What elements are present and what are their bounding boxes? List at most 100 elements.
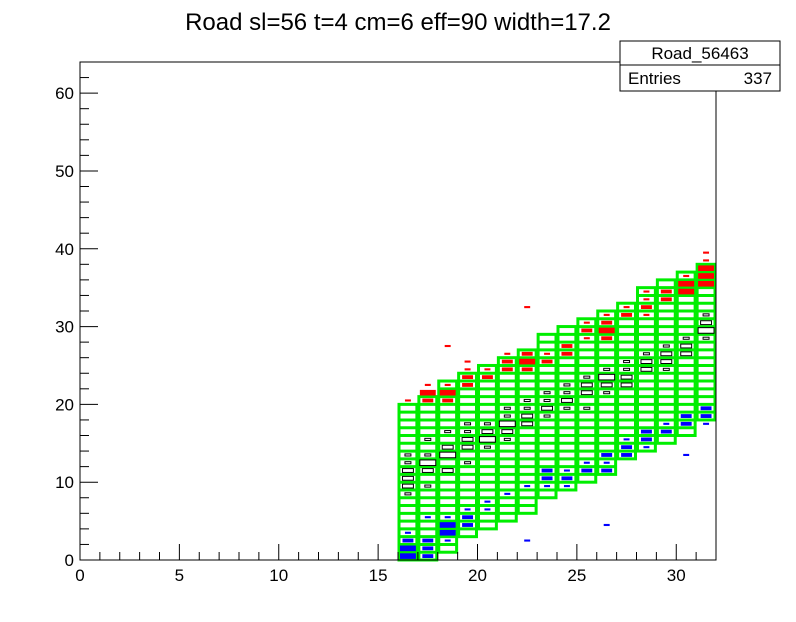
y-tick-label: 30 [55, 318, 74, 337]
histogram-cell [640, 437, 652, 442]
y-tick-label: 40 [55, 240, 74, 259]
histogram-cell [444, 344, 451, 348]
histogram-cell [464, 422, 472, 426]
histogram-cell [543, 391, 551, 395]
histogram-cell [703, 422, 710, 425]
histogram-cell [541, 468, 553, 473]
histogram-cell [640, 366, 653, 372]
histogram-cell [623, 367, 631, 371]
histogram-cell [580, 390, 593, 396]
stats-box-entries-label: Entries [628, 69, 681, 88]
histogram-cell [640, 305, 652, 310]
histogram-cell [583, 461, 590, 464]
histogram-cell [462, 382, 474, 387]
histogram-cell [678, 288, 695, 295]
histogram-cell [444, 430, 452, 434]
road-box-7 [536, 332, 558, 500]
stats-box: Road_56463 Entries 337 [619, 40, 781, 92]
histogram-cell [404, 453, 412, 457]
histogram-cell [700, 320, 713, 326]
x-tick-label: 20 [468, 566, 487, 585]
histogram-cell [643, 313, 650, 316]
histogram-cell [404, 531, 411, 534]
x-axis: 0 5 10 15 20 25 30 [75, 544, 717, 585]
histogram-cell [464, 360, 471, 363]
histogram-cell [621, 453, 633, 457]
histogram-cell [444, 539, 451, 542]
histogram-cell [603, 523, 610, 527]
histogram-cell [504, 492, 511, 495]
histogram-cell [680, 351, 693, 357]
road-box-3 [457, 371, 478, 539]
histogram-cell [462, 523, 474, 527]
histogram-cell [563, 469, 570, 472]
histogram-cell [601, 320, 613, 325]
histogram-cell [541, 405, 554, 411]
histogram-cell [421, 468, 434, 473]
histogram-cell [563, 383, 571, 387]
histogram-cell [503, 437, 511, 441]
x-tick-label: 15 [369, 566, 388, 585]
x-tick-label: 10 [269, 566, 288, 585]
histogram-cell [561, 344, 573, 348]
histogram-cell [404, 492, 412, 496]
road-box-10 [596, 309, 618, 476]
histogram-cell [401, 483, 414, 489]
histogram-cells [399, 251, 715, 559]
histogram-cell [541, 359, 553, 364]
histogram-cell [660, 289, 672, 294]
histogram-cell [484, 368, 491, 371]
histogram-cell [523, 398, 531, 403]
histogram-cell [603, 391, 611, 395]
histogram-cell [583, 406, 591, 410]
histogram-cell [660, 351, 673, 357]
histogram-cell [663, 422, 670, 425]
road-box-5 [496, 356, 518, 523]
histogram-cell [461, 436, 474, 442]
histogram-cell [439, 451, 457, 459]
histogram-cell [519, 358, 536, 365]
y-tick-label: 10 [55, 473, 74, 492]
histogram-cell [643, 446, 650, 449]
histogram-cell [603, 313, 610, 316]
histogram-cell [560, 398, 573, 403]
histogram-cell [698, 265, 715, 272]
road-box-6 [516, 348, 538, 515]
histogram-cell [702, 313, 710, 317]
histogram-cell [621, 445, 633, 450]
histogram-cell [424, 453, 432, 457]
y-tick-label: 50 [55, 162, 74, 181]
histogram-cell [543, 414, 551, 418]
histogram-cell [461, 444, 474, 450]
histogram-cell [700, 414, 712, 418]
histogram-cell [601, 336, 613, 341]
histogram-cell [623, 438, 630, 441]
histogram-cell [483, 422, 491, 426]
histogram-cell [544, 352, 551, 355]
road-box-13 [655, 278, 677, 445]
chart-title: Road sl=56 t=4 cm=6 eff=90 width=17.2 [185, 9, 611, 36]
histogram-cell [462, 375, 474, 380]
histogram-cell [503, 406, 511, 410]
histogram-cell [583, 321, 590, 324]
histogram-cell [444, 383, 451, 386]
histogram-cell [700, 406, 712, 411]
road-box-4 [477, 363, 498, 531]
histogram-cell [439, 522, 456, 528]
histogram-cell [464, 461, 472, 465]
histogram-cell [660, 429, 672, 434]
histogram-cell [424, 484, 432, 488]
histogram-cell [583, 375, 591, 379]
histogram-cell [581, 328, 593, 333]
histogram-cell [501, 429, 514, 435]
histogram-cell [422, 398, 434, 403]
histogram-cell [439, 529, 456, 536]
histogram-cell [598, 373, 616, 381]
histogram-cell [683, 274, 690, 278]
histogram-cell [601, 453, 613, 457]
histogram-cell [464, 430, 472, 434]
histogram-cell [464, 368, 471, 371]
histogram-cell [680, 343, 693, 349]
histogram-cell [404, 461, 412, 465]
